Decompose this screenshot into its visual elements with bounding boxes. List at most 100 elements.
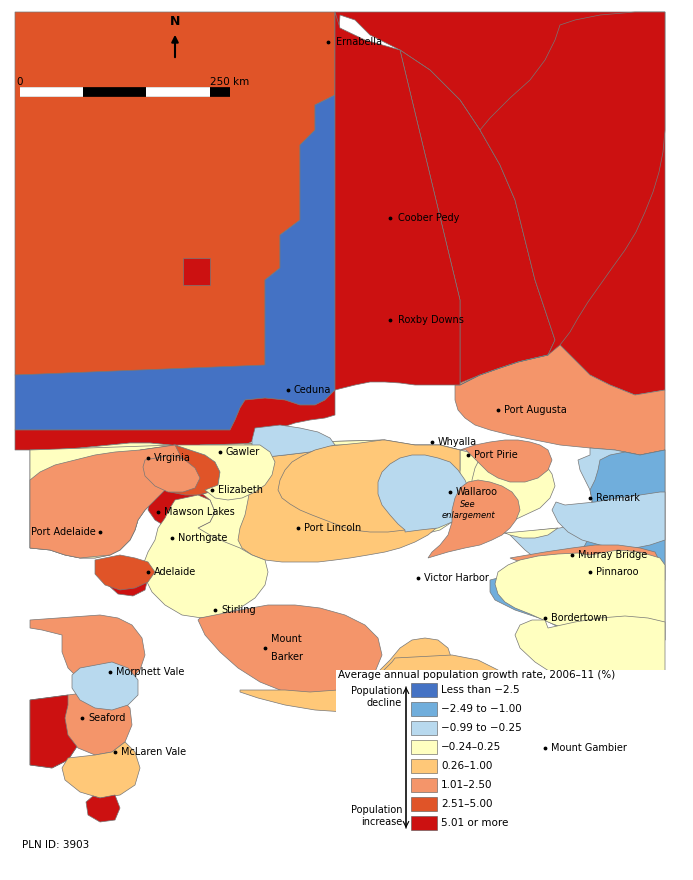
Polygon shape <box>455 300 665 455</box>
Text: Stirling: Stirling <box>221 605 256 615</box>
Polygon shape <box>93 680 125 710</box>
Polygon shape <box>335 12 460 390</box>
Text: Whyalla: Whyalla <box>438 437 477 447</box>
Text: Barker: Barker <box>271 652 303 662</box>
Text: Morphett Vale: Morphett Vale <box>116 667 184 677</box>
Polygon shape <box>495 550 665 648</box>
Polygon shape <box>510 448 665 588</box>
Text: Mount: Mount <box>271 634 301 644</box>
Polygon shape <box>30 445 185 558</box>
Polygon shape <box>490 450 665 650</box>
Bar <box>411 740 437 754</box>
Polygon shape <box>175 445 275 500</box>
Bar <box>411 759 437 773</box>
Text: Virginia: Virginia <box>154 453 191 463</box>
Text: Port Pirie: Port Pirie <box>474 450 518 460</box>
Polygon shape <box>86 795 120 822</box>
Polygon shape <box>30 615 145 688</box>
Polygon shape <box>30 445 185 558</box>
Text: Mount Gambier: Mount Gambier <box>551 743 627 753</box>
Polygon shape <box>95 555 155 590</box>
Polygon shape <box>143 455 200 492</box>
Polygon shape <box>62 742 140 798</box>
Text: 2.51–5.00: 2.51–5.00 <box>441 799 493 809</box>
Bar <box>411 702 437 716</box>
Text: Population
increase: Population increase <box>351 805 402 827</box>
Text: Less than −2.5: Less than −2.5 <box>441 685 520 695</box>
Polygon shape <box>108 565 148 596</box>
Polygon shape <box>65 690 132 755</box>
Polygon shape <box>93 515 132 546</box>
Text: Gawler: Gawler <box>226 447 261 457</box>
Text: 1.01–2.50: 1.01–2.50 <box>441 780 493 790</box>
Text: −0.99 to −0.25: −0.99 to −0.25 <box>441 723 522 733</box>
Bar <box>411 797 437 811</box>
Bar <box>336 670 687 860</box>
Polygon shape <box>140 445 220 495</box>
Polygon shape <box>552 492 665 548</box>
Text: Northgate: Northgate <box>178 533 227 543</box>
Polygon shape <box>428 480 520 558</box>
Polygon shape <box>15 12 335 375</box>
Text: Mawson Lakes: Mawson Lakes <box>164 507 235 517</box>
Text: Port Augusta: Port Augusta <box>504 405 567 415</box>
Polygon shape <box>460 440 552 482</box>
Text: Wallaroo: Wallaroo <box>456 487 498 497</box>
Polygon shape <box>400 792 525 848</box>
Text: Pinnaroo: Pinnaroo <box>596 567 638 577</box>
Text: Port Lincoln: Port Lincoln <box>304 523 361 533</box>
Polygon shape <box>143 495 268 618</box>
Text: Seaford: Seaford <box>88 713 125 723</box>
Bar <box>411 816 437 830</box>
Polygon shape <box>400 50 555 385</box>
Polygon shape <box>15 390 335 450</box>
Polygon shape <box>30 695 82 768</box>
Polygon shape <box>30 695 82 768</box>
Polygon shape <box>142 445 220 495</box>
Polygon shape <box>238 445 460 562</box>
Polygon shape <box>198 605 382 695</box>
Polygon shape <box>378 455 470 532</box>
Text: N: N <box>170 15 180 28</box>
Text: Average annual population growth rate, 2006–11 (%): Average annual population growth rate, 2… <box>338 670 615 680</box>
Text: Elizabeth: Elizabeth <box>218 485 263 495</box>
Polygon shape <box>335 12 665 395</box>
Polygon shape <box>515 616 665 695</box>
Polygon shape <box>510 545 660 592</box>
Text: 5.01 or more: 5.01 or more <box>441 818 509 828</box>
Polygon shape <box>348 712 562 785</box>
Bar <box>411 721 437 735</box>
Polygon shape <box>183 258 210 285</box>
Text: Roxby Downs: Roxby Downs <box>398 315 464 325</box>
Text: Port Adelaide: Port Adelaide <box>31 527 96 537</box>
Text: Ceduna: Ceduna <box>294 385 331 395</box>
Text: McLaren Vale: McLaren Vale <box>121 747 186 757</box>
Polygon shape <box>450 692 665 778</box>
Polygon shape <box>240 638 452 712</box>
Text: Ernabella: Ernabella <box>336 37 382 47</box>
Text: Bordertown: Bordertown <box>551 613 608 623</box>
Polygon shape <box>252 425 335 458</box>
Text: −2.49 to −1.00: −2.49 to −1.00 <box>441 704 522 714</box>
Text: Renmark: Renmark <box>596 493 640 503</box>
Polygon shape <box>375 655 512 740</box>
Text: Coober Pedy: Coober Pedy <box>398 213 459 223</box>
Polygon shape <box>490 762 642 835</box>
Bar <box>411 683 437 697</box>
Text: Adelaide: Adelaide <box>154 567 196 577</box>
Text: Victor Harbor: Victor Harbor <box>424 573 489 583</box>
Polygon shape <box>148 488 215 530</box>
Text: See
enlargement: See enlargement <box>441 501 495 520</box>
Text: 0: 0 <box>17 77 24 87</box>
Text: −0.24–0.25: −0.24–0.25 <box>441 742 501 752</box>
Text: Population
decline: Population decline <box>351 686 402 708</box>
Polygon shape <box>460 12 665 385</box>
Text: 0.26–1.00: 0.26–1.00 <box>441 761 492 771</box>
Polygon shape <box>30 440 385 558</box>
Polygon shape <box>15 95 335 430</box>
Polygon shape <box>175 440 480 555</box>
Polygon shape <box>278 440 460 532</box>
Bar <box>411 778 437 792</box>
Polygon shape <box>72 662 138 710</box>
Text: PLN ID: 3903: PLN ID: 3903 <box>22 840 89 850</box>
